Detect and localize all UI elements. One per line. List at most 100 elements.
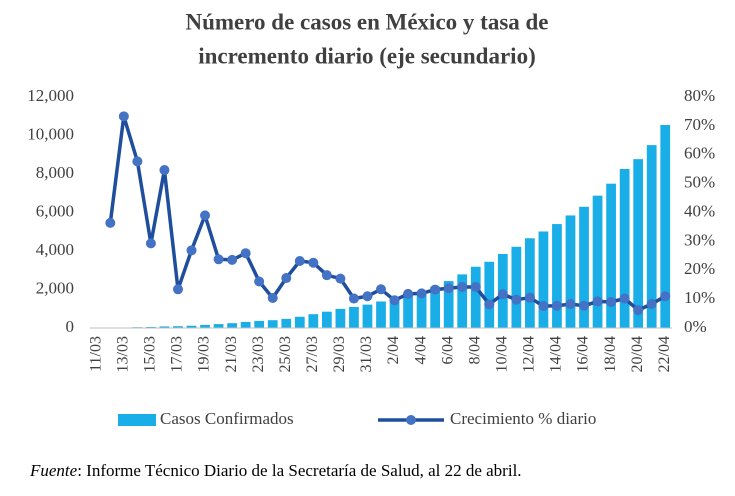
bar — [511, 246, 522, 328]
bar — [308, 314, 319, 328]
y-tick-label: 2,000 — [36, 278, 74, 297]
y2-tick-label: 0% — [684, 317, 707, 336]
line-marker — [538, 301, 549, 312]
x-tick-label: 22/04 — [656, 336, 673, 372]
line-marker — [443, 283, 454, 294]
line-marker — [403, 288, 414, 299]
line-marker — [145, 238, 156, 249]
line-marker — [511, 294, 522, 305]
bar — [660, 125, 671, 328]
chart-title: Número de casos en México y tasa de — [185, 9, 548, 34]
x-tick-label: 4/04 — [412, 336, 429, 364]
y-tick-label: 0 — [66, 317, 75, 336]
bar — [321, 311, 332, 328]
line-marker — [376, 284, 386, 295]
x-tick-label: 19/03 — [196, 336, 213, 372]
x-tick-label: 29/03 — [331, 336, 348, 372]
bar — [227, 323, 237, 328]
line-marker — [267, 292, 278, 303]
legend-swatch — [118, 414, 156, 426]
bar — [619, 168, 630, 328]
chart-title: incremento diario (eje secundario) — [198, 43, 535, 68]
bar — [267, 320, 278, 328]
footnote-text: : Informe Técnico Diario de la Secretarí… — [77, 461, 521, 480]
y2-tick-label: 10% — [684, 288, 715, 307]
line-marker — [592, 296, 603, 307]
line-marker — [240, 248, 251, 259]
x-tick-label: 2/04 — [385, 336, 402, 364]
x-tick-label: 31/03 — [358, 336, 375, 372]
x-tick-label: 25/03 — [277, 336, 294, 372]
line-marker — [159, 165, 170, 176]
bar — [592, 195, 603, 328]
bar — [376, 301, 386, 328]
bar — [349, 306, 359, 328]
bar — [294, 316, 305, 328]
line-marker — [348, 293, 359, 304]
x-tick-label: 17/03 — [169, 336, 186, 372]
line-marker — [389, 295, 400, 306]
line-marker — [132, 156, 143, 167]
bar — [146, 326, 156, 328]
footnote-label: Fuente — [29, 461, 78, 480]
line-marker — [308, 257, 319, 268]
line-marker — [633, 305, 644, 316]
line-marker — [213, 254, 224, 265]
bar — [389, 298, 400, 328]
bar — [430, 286, 441, 328]
y2-tick-label: 40% — [684, 201, 715, 220]
x-tick-label: 14/04 — [548, 336, 565, 372]
bar — [646, 145, 657, 328]
legend-label: Crecimiento % diario — [450, 409, 596, 428]
bar — [633, 159, 644, 328]
line-marker — [565, 299, 576, 310]
line-marker — [619, 293, 630, 304]
line-marker — [118, 111, 129, 122]
bar — [457, 274, 468, 328]
line-marker — [646, 299, 657, 310]
legend-marker — [406, 415, 416, 425]
line-marker — [172, 284, 183, 295]
x-tick-label: 13/03 — [115, 336, 132, 372]
x-tick-label: 12/04 — [521, 336, 538, 372]
x-tick-label: 10/04 — [493, 336, 510, 372]
line-marker — [294, 256, 305, 267]
x-tick-label: 6/04 — [439, 336, 456, 364]
bar — [443, 281, 454, 328]
bar — [186, 325, 197, 328]
bar — [579, 206, 589, 328]
x-tick-label: 8/04 — [466, 336, 483, 364]
line-marker — [457, 281, 468, 292]
bar — [484, 261, 495, 328]
x-tick-label: 16/04 — [575, 336, 592, 372]
y-tick-label: 12,000 — [27, 86, 74, 105]
bar — [281, 318, 292, 328]
line-marker — [200, 210, 211, 221]
line-marker — [470, 281, 481, 292]
bar — [538, 231, 549, 328]
line-marker — [660, 291, 671, 302]
bar — [335, 308, 346, 328]
line-marker — [484, 299, 495, 310]
y-tick-label: 6,000 — [36, 201, 74, 220]
y2-tick-label: 80% — [684, 86, 715, 105]
line-marker — [227, 254, 238, 265]
bar — [403, 295, 413, 328]
y2-tick-label: 60% — [684, 144, 715, 163]
line-marker — [335, 273, 346, 284]
bar — [240, 321, 251, 328]
line-marker — [254, 276, 265, 287]
bar — [173, 326, 183, 328]
x-tick-label: 18/04 — [602, 336, 619, 372]
line-marker — [579, 300, 590, 311]
y-tick-label: 4,000 — [36, 240, 74, 259]
bar — [470, 266, 481, 328]
bar — [200, 324, 210, 328]
bar — [362, 304, 373, 328]
bar — [606, 183, 616, 328]
bar — [159, 326, 170, 328]
line-marker — [281, 273, 292, 284]
line-marker — [362, 291, 373, 302]
line-marker — [551, 300, 562, 311]
